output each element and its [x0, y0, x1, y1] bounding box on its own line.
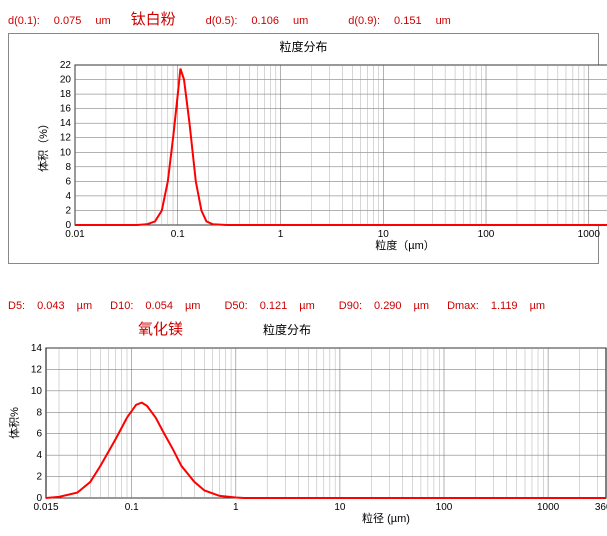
- svg-text:6: 6: [36, 429, 42, 440]
- chart2-svg: 024681012140.111010010000.0153600粒径 (µm)…: [8, 340, 607, 528]
- stat-d09-value: 0.151: [394, 15, 422, 27]
- stat-d50-label: D50:: [224, 300, 247, 312]
- chart2-stats-row: D5: 0.043 µm D10: 0.054 µm D50: 0.121 µm…: [8, 300, 599, 312]
- svg-text:10: 10: [31, 386, 43, 397]
- stat-d10-value: 0.054: [145, 300, 173, 312]
- svg-text:10: 10: [334, 502, 346, 513]
- svg-text:8: 8: [36, 407, 42, 418]
- svg-text:6: 6: [65, 176, 71, 187]
- stat-dmax-unit: µm: [530, 300, 546, 312]
- svg-text:1000: 1000: [537, 502, 560, 513]
- svg-text:10: 10: [378, 229, 390, 240]
- stat-d05-label: d(0.5):: [206, 15, 238, 27]
- chart2-header: 氧化镁 粒度分布: [8, 318, 599, 340]
- svg-text:14: 14: [60, 118, 72, 129]
- svg-text:粒度（µm）: 粒度（µm）: [375, 238, 435, 252]
- stat-d5-unit: µm: [77, 300, 93, 312]
- stat-d10-label: D10:: [110, 300, 133, 312]
- chart1-title: 粒度分布: [15, 38, 592, 55]
- svg-text:1000: 1000: [578, 229, 601, 240]
- svg-text:体积（%）: 体积（%）: [36, 118, 50, 172]
- chart1-sample-name: 钛白粉: [131, 8, 176, 29]
- svg-text:2: 2: [36, 472, 42, 483]
- svg-text:100: 100: [436, 502, 453, 513]
- stat-d01-value: 0.075: [54, 15, 82, 27]
- svg-text:22: 22: [60, 60, 72, 71]
- stat-d5-value: 0.043: [37, 300, 65, 312]
- chart1-svg: 02468101214161820220.010.11101001000粒度（µ…: [15, 57, 607, 253]
- svg-text:8: 8: [65, 162, 71, 173]
- chart1-frame: 粒度分布 02468101214161820220.010.1110100100…: [8, 33, 599, 264]
- svg-text:4: 4: [36, 450, 42, 461]
- stat-d10-unit: µm: [185, 300, 201, 312]
- svg-text:0.01: 0.01: [65, 229, 85, 240]
- svg-text:0.1: 0.1: [125, 502, 139, 513]
- svg-text:10: 10: [60, 147, 72, 158]
- stat-d05-unit: um: [293, 15, 308, 27]
- chart2-title: 粒度分布: [263, 321, 311, 338]
- stat-d05-value: 0.106: [251, 15, 279, 27]
- stat-d01-label: d(0.1):: [8, 15, 40, 27]
- svg-text:12: 12: [31, 364, 43, 375]
- svg-text:体积%: 体积%: [8, 407, 21, 439]
- svg-text:粒径 (µm): 粒径 (µm): [362, 511, 410, 525]
- stat-d5-label: D5:: [8, 300, 25, 312]
- stat-d90-label: D90:: [339, 300, 362, 312]
- stat-d90-unit: µm: [414, 300, 430, 312]
- stat-d09-unit: um: [436, 15, 451, 27]
- stat-d01-unit: um: [95, 15, 110, 27]
- svg-text:0.1: 0.1: [171, 229, 185, 240]
- svg-text:1: 1: [233, 502, 239, 513]
- svg-text:18: 18: [60, 89, 72, 100]
- svg-text:1: 1: [278, 229, 284, 240]
- svg-text:14: 14: [31, 343, 43, 354]
- svg-text:16: 16: [60, 104, 72, 115]
- stat-dmax-label: Dmax:: [447, 300, 479, 312]
- svg-text:100: 100: [478, 229, 495, 240]
- svg-text:4: 4: [65, 191, 71, 202]
- stat-d09-label: d(0.9):: [348, 15, 380, 27]
- svg-text:20: 20: [60, 75, 72, 86]
- stat-d50-value: 0.121: [260, 300, 288, 312]
- svg-text:0.015: 0.015: [33, 502, 58, 513]
- svg-text:12: 12: [60, 133, 72, 144]
- stat-dmax-value: 1.119: [491, 300, 518, 312]
- chart1-stats-row: d(0.1): 0.075 um 钛白粉 d(0.5): 0.106 um d(…: [8, 8, 599, 29]
- svg-text:2: 2: [65, 205, 71, 216]
- stat-d90-value: 0.290: [374, 300, 402, 312]
- chart2-sample-name: 氧化镁: [138, 318, 183, 339]
- stat-d50-unit: µm: [299, 300, 315, 312]
- svg-text:3600: 3600: [595, 502, 607, 513]
